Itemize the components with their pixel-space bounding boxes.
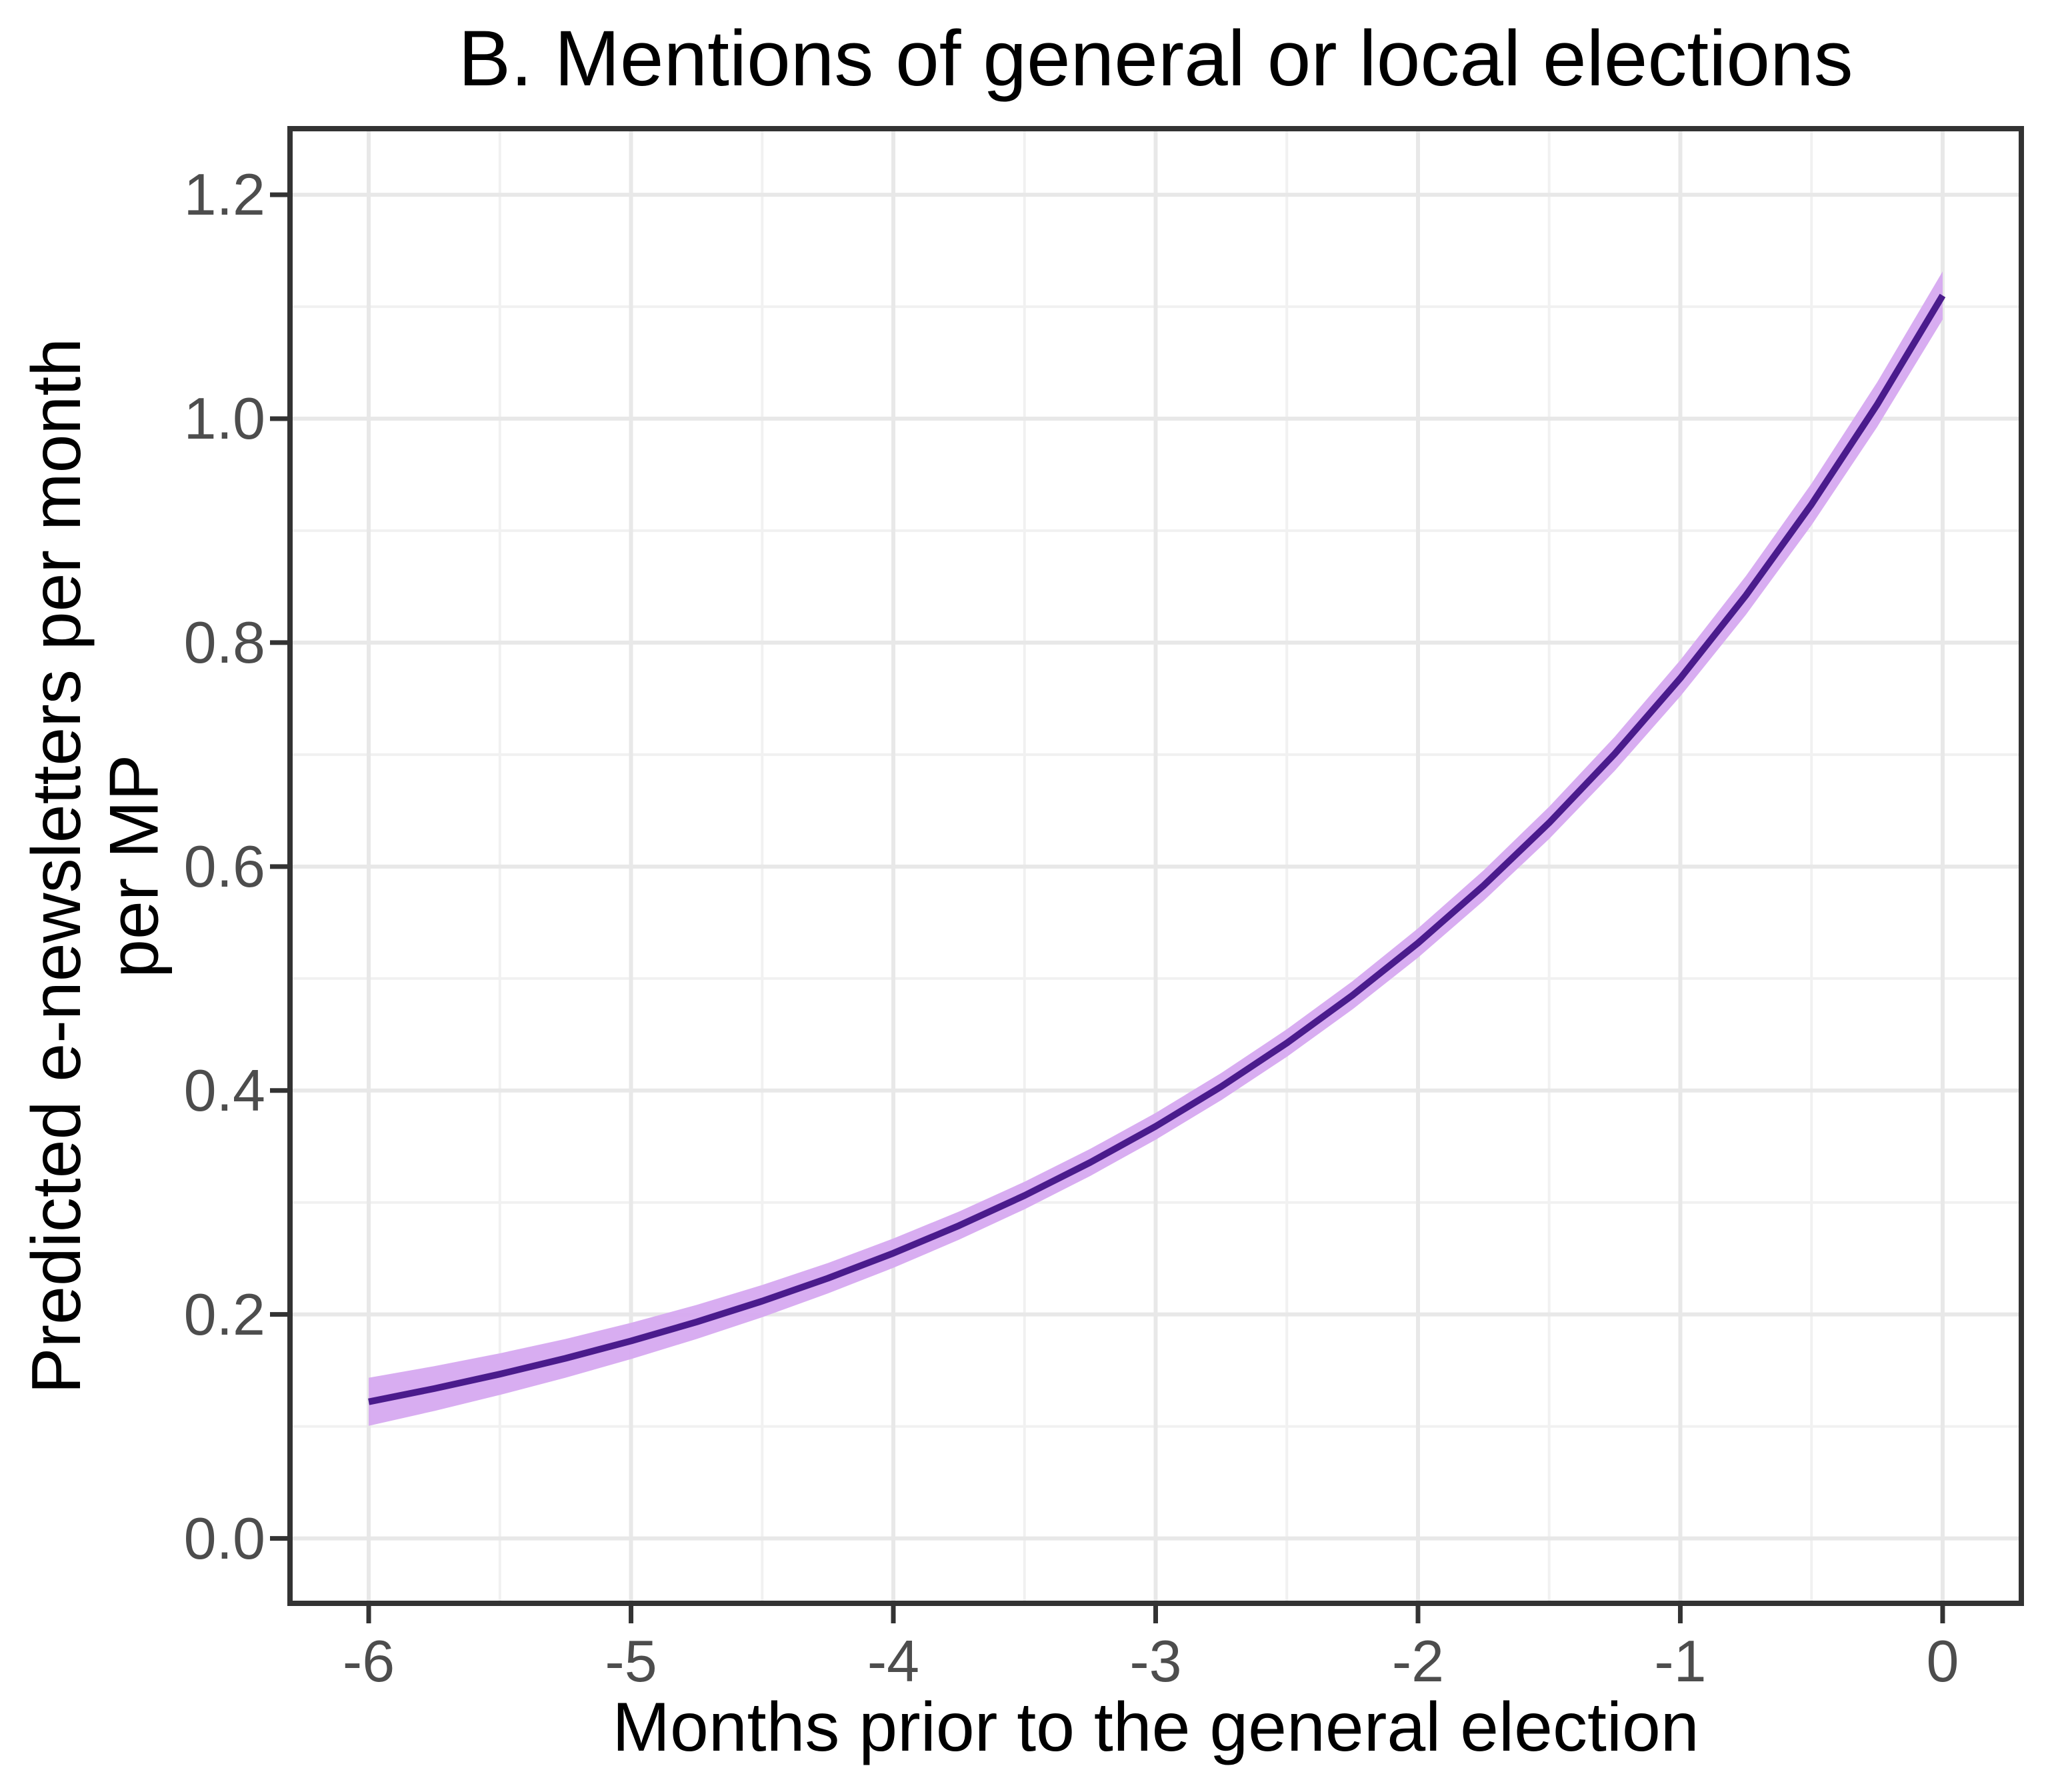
trend-line (368, 293, 1946, 1405)
x-tick-label: 0 (1926, 1628, 1959, 1694)
y-tick-label: 0.4 (183, 1057, 265, 1123)
panel-border (287, 126, 2024, 1606)
y-tick-label: 1.2 (183, 161, 265, 228)
y-tick-label: 0.0 (183, 1505, 265, 1571)
x-tick-label: -5 (605, 1628, 657, 1694)
x-tick-label: -2 (1391, 1628, 1445, 1694)
x-tick-label: -3 (1129, 1628, 1182, 1694)
x-tick-label: -1 (1654, 1628, 1707, 1694)
x-tick-label: -6 (342, 1628, 395, 1694)
y-tick-label: 1.0 (183, 385, 265, 451)
chart-title: B. Mentions of general or local election… (458, 15, 1853, 103)
y-tick-label: 0.2 (183, 1281, 265, 1347)
x-axis-title: Months prior to the general election (612, 1689, 1699, 1766)
x-tick-label: -4 (867, 1628, 920, 1694)
y-tick-label: 0.6 (183, 833, 265, 899)
y-tick-label: 0.8 (183, 609, 265, 675)
